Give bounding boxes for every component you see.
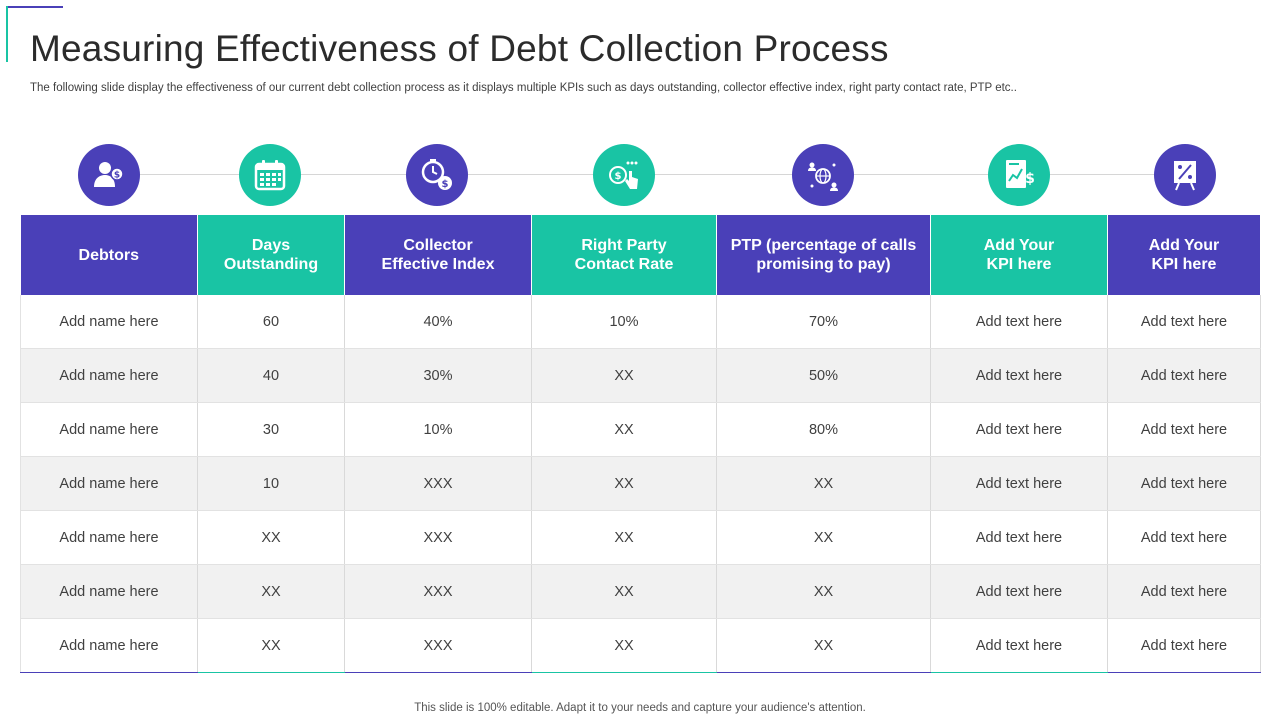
table-cell: Add text here bbox=[1107, 295, 1261, 349]
stopwatch-dollar-icon: $ bbox=[406, 144, 468, 206]
table-row: Add name here 60 40% 10% 70% Add text here Add… bbox=[20, 295, 1261, 349]
table-cell: Add text here bbox=[930, 564, 1108, 619]
table-cell: XXX bbox=[344, 456, 532, 511]
header-right-party-contact-rate: Right Party Contact Rate bbox=[531, 215, 717, 295]
kpi-table: Debtors Days Outstanding Collector Effec… bbox=[20, 215, 1261, 673]
table-cell: 30 bbox=[197, 402, 345, 457]
page-title: Measuring Effectiveness of Debt Collecti… bbox=[30, 28, 889, 69]
table-row: Add name here 10 XXX XX XX Add text here Add t… bbox=[20, 456, 1261, 511]
svg-text:$: $ bbox=[1025, 171, 1035, 187]
table-cell: 40% bbox=[344, 295, 532, 349]
table-cell: 50% bbox=[716, 348, 931, 403]
table-cell: 10% bbox=[344, 402, 532, 457]
page-subtitle: The following slide display the effectiv… bbox=[30, 82, 1017, 94]
table-cell: Add text here bbox=[930, 295, 1108, 349]
footer-note: This slide is 100% editable. Adapt it to… bbox=[414, 702, 866, 714]
table-header-row: Debtors Days Outstanding Collector Effec… bbox=[20, 215, 1261, 295]
table-cell: XX bbox=[197, 564, 345, 619]
table-cell: Add text here bbox=[1107, 402, 1261, 457]
table-cell: XX bbox=[531, 348, 717, 403]
table-cell: XX bbox=[197, 618, 345, 673]
table-row: Add name here XX XXX XX XX Add text here Add t… bbox=[20, 510, 1261, 565]
corner-accent-vertical bbox=[6, 6, 8, 62]
debtor-user-dollar-icon: $ bbox=[78, 144, 140, 206]
header-custom-kpi-1: Add Your KPI here bbox=[930, 215, 1108, 295]
table-cell: XX bbox=[531, 456, 717, 511]
coin-touch-icon: $ bbox=[593, 144, 655, 206]
table-cell: 30% bbox=[344, 348, 532, 403]
table-cell: Add text here bbox=[930, 618, 1108, 673]
table-cell: Add text here bbox=[930, 402, 1108, 457]
svg-text:$: $ bbox=[615, 171, 622, 182]
table-cell: 40 bbox=[197, 348, 345, 403]
header-debtors: Debtors bbox=[20, 215, 198, 295]
debtor-name-cell: Add name here bbox=[20, 402, 198, 457]
table-cell: Add text here bbox=[930, 456, 1108, 511]
icon-connector-line bbox=[110, 174, 1210, 175]
table-row: Add name here 40 30% XX 50% Add text here Add … bbox=[20, 348, 1261, 403]
globe-network-icon bbox=[792, 144, 854, 206]
table-cell: 80% bbox=[716, 402, 931, 457]
header-collector-effective-index: Collector Effective Index bbox=[344, 215, 532, 295]
debtor-name-cell: Add name here bbox=[20, 456, 198, 511]
table-cell: XX bbox=[531, 618, 717, 673]
table-cell: XX bbox=[716, 456, 931, 511]
table-cell: XXX bbox=[344, 618, 532, 673]
table-cell: 10% bbox=[531, 295, 717, 349]
debtor-name-cell: Add name here bbox=[20, 618, 198, 673]
svg-text:$: $ bbox=[114, 171, 120, 181]
debtor-name-cell: Add name here bbox=[20, 510, 198, 565]
table-cell: Add text here bbox=[1107, 348, 1261, 403]
table-cell: XXX bbox=[344, 564, 532, 619]
table-cell: XX bbox=[716, 510, 931, 565]
table-row: Add name here XX XXX XX XX Add text here Add t… bbox=[20, 564, 1261, 619]
table-cell: XX bbox=[531, 510, 717, 565]
table-cell: 10 bbox=[197, 456, 345, 511]
table-cell: 60 bbox=[197, 295, 345, 349]
debtor-name-cell: Add name here bbox=[20, 295, 198, 349]
financial-report-icon: $ bbox=[988, 144, 1050, 206]
table-cell: XX bbox=[531, 402, 717, 457]
debtor-name-cell: Add name here bbox=[20, 348, 198, 403]
table-cell: XX bbox=[716, 564, 931, 619]
presentation-board-icon bbox=[1154, 144, 1216, 206]
table-cell: XXX bbox=[344, 510, 532, 565]
table-cell: Add text here bbox=[1107, 456, 1261, 511]
table-row: Add name here 30 10% XX 80% Add text here Add … bbox=[20, 402, 1261, 457]
table-cell: XX bbox=[716, 618, 931, 673]
table-cell: XX bbox=[197, 510, 345, 565]
table-cell: Add text here bbox=[1107, 618, 1261, 673]
header-days-outstanding: Days Outstanding bbox=[197, 215, 345, 295]
table-cell: Add text here bbox=[930, 348, 1108, 403]
debtor-name-cell: Add name here bbox=[20, 564, 198, 619]
svg-text:$: $ bbox=[442, 179, 449, 190]
corner-accent-horizontal bbox=[6, 6, 63, 8]
header-custom-kpi-2: Add Your KPI here bbox=[1107, 215, 1261, 295]
table-row: Add name here XX XXX XX XX Add text here Add t… bbox=[20, 618, 1261, 673]
table-cell: Add text here bbox=[1107, 510, 1261, 565]
table-cell: Add text here bbox=[1107, 564, 1261, 619]
table-cell: XX bbox=[531, 564, 717, 619]
calendar-icon bbox=[239, 144, 301, 206]
table-cell: Add text here bbox=[930, 510, 1108, 565]
header-ptp: PTP (percentage of calls promising to pa… bbox=[716, 215, 931, 295]
table-cell: 70% bbox=[716, 295, 931, 349]
